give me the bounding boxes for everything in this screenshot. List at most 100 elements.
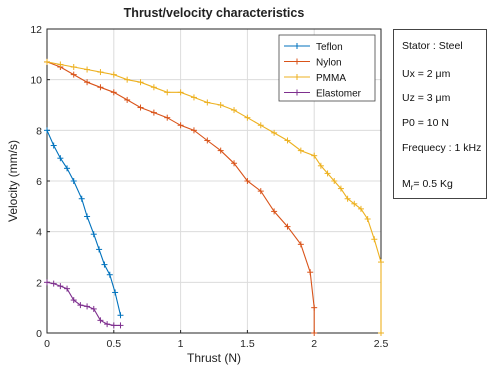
data-point bbox=[97, 317, 104, 324]
y-tick-label: 8 bbox=[36, 125, 42, 137]
data-point bbox=[97, 84, 104, 91]
data-point bbox=[150, 84, 157, 91]
data-point bbox=[378, 330, 384, 336]
data-point bbox=[190, 94, 197, 101]
data-point bbox=[177, 122, 184, 129]
parameters-panel: Stator : Steel Ux = 2 μm Uz = 3 μm P0 = … bbox=[393, 29, 487, 199]
x-tick-label: 0.5 bbox=[106, 338, 121, 350]
data-point bbox=[190, 127, 197, 134]
data-point bbox=[164, 89, 171, 96]
data-point bbox=[104, 321, 111, 328]
data-point bbox=[124, 96, 131, 103]
data-point bbox=[70, 297, 77, 304]
data-point bbox=[311, 304, 318, 311]
data-point bbox=[117, 322, 124, 329]
data-point bbox=[70, 64, 77, 70]
x-tick-label: 1 bbox=[178, 338, 184, 350]
legend-label: Teflon bbox=[316, 42, 343, 53]
series-teflon bbox=[44, 127, 124, 319]
y-tick-label: 10 bbox=[30, 75, 42, 87]
data-point bbox=[106, 271, 113, 278]
p0-label: P0 = 10 N bbox=[402, 117, 449, 129]
data-point bbox=[137, 79, 144, 86]
data-point bbox=[324, 170, 331, 177]
data-point bbox=[44, 127, 50, 134]
x-tick-label: 1.5 bbox=[240, 338, 255, 350]
data-point bbox=[101, 261, 108, 268]
series-line bbox=[46, 281, 121, 326]
data-point bbox=[150, 109, 157, 116]
series-line bbox=[46, 61, 382, 333]
legend-label: PMMA bbox=[316, 73, 346, 84]
y-tick-label: 2 bbox=[36, 277, 42, 289]
data-point bbox=[311, 152, 318, 159]
chart-title: Thrust/velocity characteristics bbox=[124, 6, 305, 20]
data-point bbox=[64, 165, 71, 172]
data-point bbox=[244, 178, 251, 184]
data-point bbox=[50, 142, 57, 149]
data-point bbox=[357, 205, 364, 212]
data-point bbox=[351, 200, 358, 207]
x-tick-label: 0 bbox=[44, 338, 50, 350]
mass-label: Mr= 0.5 Kg bbox=[402, 178, 453, 192]
data-point bbox=[64, 285, 71, 292]
data-point bbox=[271, 129, 278, 136]
data-point bbox=[231, 107, 238, 114]
y-tick-label: 6 bbox=[36, 176, 42, 188]
legend-item: Nylon bbox=[284, 58, 342, 69]
data-point bbox=[297, 241, 304, 248]
data-point bbox=[84, 66, 91, 73]
data-point bbox=[204, 137, 211, 144]
data-point bbox=[364, 216, 371, 222]
legend-label: Nylon bbox=[316, 58, 342, 69]
legend-item: PMMA bbox=[284, 73, 346, 84]
series-layer bbox=[44, 58, 384, 336]
legend: Teflon Nylon PMMA Elastomer bbox=[278, 34, 376, 102]
data-point bbox=[331, 178, 338, 184]
ux-label: Ux = 2 μm bbox=[402, 68, 451, 80]
data-point bbox=[284, 137, 291, 144]
x-tick-label: 2 bbox=[311, 338, 317, 350]
x-axis-label: Thrust (N) bbox=[187, 351, 241, 365]
data-point bbox=[96, 246, 103, 253]
y-tick-label: 12 bbox=[30, 24, 42, 36]
data-point bbox=[57, 283, 64, 290]
data-point bbox=[317, 162, 324, 169]
data-point bbox=[84, 213, 91, 220]
data-point bbox=[44, 58, 50, 65]
data-point bbox=[117, 312, 124, 319]
legend-item: Teflon bbox=[284, 42, 343, 53]
series-pmma bbox=[44, 58, 384, 336]
data-point bbox=[244, 114, 251, 121]
data-point bbox=[124, 76, 131, 83]
data-point bbox=[371, 236, 378, 243]
data-point bbox=[177, 89, 184, 96]
data-point bbox=[257, 188, 264, 195]
y-tick-label: 0 bbox=[36, 328, 42, 340]
legend-item: Elastomer bbox=[284, 89, 362, 100]
data-point bbox=[57, 61, 64, 68]
data-point bbox=[378, 259, 384, 266]
data-point bbox=[78, 195, 85, 202]
data-point bbox=[337, 185, 344, 192]
data-point bbox=[297, 147, 304, 154]
data-point bbox=[344, 195, 351, 202]
series-nylon bbox=[44, 58, 318, 336]
data-point bbox=[217, 102, 224, 108]
data-point bbox=[110, 322, 117, 329]
x-tick-label: 2.5 bbox=[374, 338, 389, 350]
axis-ticks: 0 0.5 1 1.5 2 2.5 0 2 4 6 8 10 12 bbox=[30, 24, 388, 350]
data-point bbox=[50, 280, 57, 287]
data-point bbox=[77, 302, 84, 309]
frequency-label: Frequecy : 1 kHz bbox=[402, 142, 482, 154]
data-point bbox=[257, 122, 264, 129]
data-point bbox=[231, 160, 238, 167]
mass-value: = 0.5 Kg bbox=[413, 178, 453, 190]
y-tick-label: 4 bbox=[36, 227, 42, 239]
data-point bbox=[307, 269, 314, 276]
data-point bbox=[110, 71, 117, 78]
data-point bbox=[97, 69, 104, 76]
uz-label: Uz = 3 μm bbox=[402, 92, 451, 104]
data-point bbox=[271, 208, 278, 215]
